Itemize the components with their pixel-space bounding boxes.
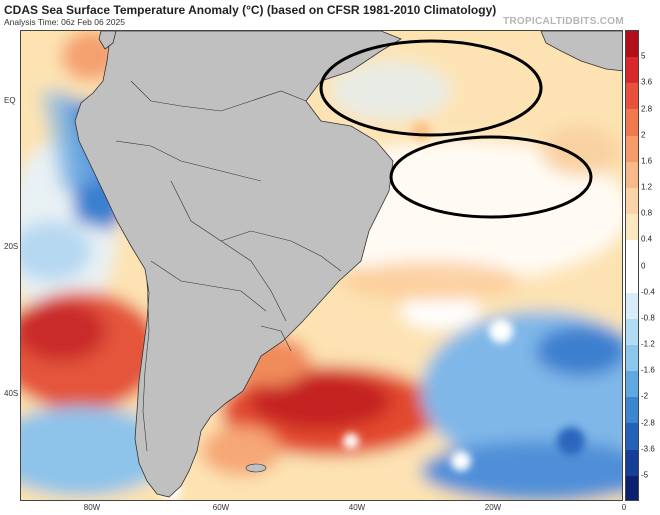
analysis-time: Analysis Time: 06z Feb 06 2025: [4, 17, 125, 27]
colorbar-segment: [626, 214, 638, 241]
colorbar-segment: [626, 31, 638, 58]
africa-land: [540, 31, 622, 72]
colorbar-segment: [626, 240, 638, 267]
brand-watermark: TROPICALTIDBITS.COM: [502, 16, 624, 27]
anomaly-field: [21, 31, 622, 500]
colorbar-segment: [626, 449, 638, 476]
country-borders: [115, 80, 342, 452]
colorbar-segment: [626, 109, 638, 136]
ellipse-south: [389, 135, 593, 219]
colorbar-segment: [626, 187, 638, 215]
lon-label-80w: 80W: [83, 503, 101, 512]
colorbar-label: -2: [641, 391, 649, 401]
colorbar-segment: [626, 83, 638, 110]
colorbar-label: -5: [641, 470, 649, 480]
lon-label-60w: 60W: [212, 503, 230, 512]
south-america-land: [74, 31, 402, 498]
colorbar-segment: [626, 371, 638, 398]
colorbar-label: -1.2: [641, 339, 655, 349]
falkland-islands: [245, 463, 267, 473]
colorbar-label: -2.8: [641, 418, 655, 427]
colorbar-label: 5: [641, 51, 646, 61]
colorbar-segment: [626, 292, 638, 319]
ellipse-north: [319, 39, 543, 137]
lat-label-40s: 40S: [4, 389, 19, 398]
chart-title: CDAS Sea Surface Temperature Anomaly (°C…: [4, 3, 497, 17]
colorbar-label: -3.6: [641, 444, 655, 454]
colorbar-label: 0: [641, 261, 646, 270]
colorbar-label: 1.2: [641, 182, 653, 192]
colorbar: [625, 30, 639, 501]
lon-label-20w: 20W: [484, 503, 502, 512]
colorbar-segment: [626, 475, 638, 500]
sst-anomaly-map: [20, 30, 623, 501]
colorbar-segment: [626, 318, 638, 345]
lon-label-40w: 40W: [348, 503, 366, 512]
lat-label-20s: 20S: [4, 242, 19, 251]
colorbar-segment: [626, 161, 638, 188]
colorbar-label: -0.4: [641, 287, 655, 297]
colorbar-segment: [626, 135, 638, 162]
colorbar-label: 2: [641, 130, 646, 140]
colorbar-segment: [626, 266, 638, 293]
colorbar-label: 1.6: [641, 156, 653, 166]
colorbar-segment: [626, 57, 638, 84]
colorbar-segment: [626, 344, 638, 372]
colorbar-segment: [626, 397, 638, 424]
colorbar-label: 0.4: [641, 234, 653, 244]
central-america-land: [98, 31, 117, 50]
colorbar-label: -0.8: [641, 313, 655, 323]
colorbar-label: -1.6: [641, 365, 655, 375]
lat-label-eq: EQ: [4, 96, 16, 105]
map-canvas: [21, 31, 622, 500]
colorbar-label: 2.8: [641, 104, 653, 113]
lon-label-0: 0: [621, 503, 627, 512]
colorbar-label: 0.8: [641, 208, 653, 218]
colorbar-segment: [626, 423, 638, 450]
colorbar-label: 3.6: [641, 77, 653, 87]
